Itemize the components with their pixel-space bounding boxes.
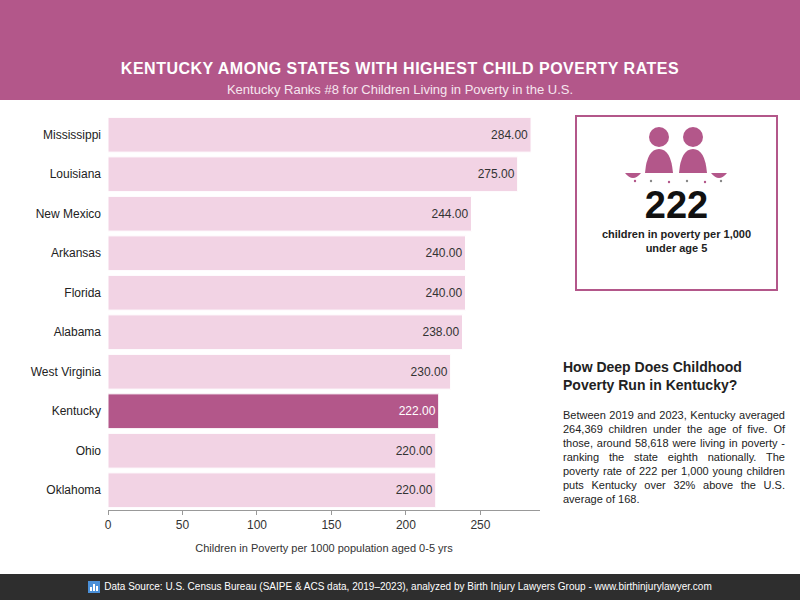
- svg-text:Arkansas: Arkansas: [51, 246, 101, 260]
- svg-text:238.00: 238.00: [423, 325, 460, 339]
- svg-text:Mississippi: Mississippi: [43, 128, 101, 142]
- svg-text:222.00: 222.00: [399, 404, 436, 418]
- html-text:KENTUCKY AMONG STATES WITH HIG: KENTUCKY AMONG STATES WITH HIGHEST CHILD…: [120, 60, 680, 77]
- svg-text:244.00: 244.00: [431, 207, 468, 221]
- svg-text:0: 0: [105, 518, 112, 532]
- svg-text:Ohio: Ohio: [76, 444, 102, 458]
- svg-text:West Virginia: West Virginia: [31, 365, 102, 379]
- svg-text:Louisiana: Louisiana: [50, 167, 102, 181]
- svg-text:220.00: 220.00: [396, 483, 433, 497]
- html-text:How Deep Does Childhood Povert: How Deep Does Childhood Poverty Run in K…: [563, 359, 742, 393]
- svg-text:Alabama: Alabama: [54, 325, 102, 339]
- svg-text:150: 150: [321, 518, 341, 532]
- svg-text:Children in Poverty per 1000 p: Children in Poverty per 1000 population …: [195, 542, 453, 554]
- svg-text:New Mexico: New Mexico: [36, 207, 102, 221]
- html-text:222: 222: [644, 184, 709, 226]
- svg-text:240.00: 240.00: [425, 286, 462, 300]
- svg-text:230.00: 230.00: [411, 365, 448, 379]
- svg-text:100: 100: [247, 518, 267, 532]
- html-text:children in poverty per 1,000: children in poverty per 1,000 under age …: [601, 228, 752, 254]
- svg-text:200: 200: [396, 518, 416, 532]
- svg-text:284.00: 284.00: [491, 128, 528, 142]
- html-text:Data Source: U.S. Census Burea: Data Source: U.S. Census Bureau (SAIPE &…: [104, 581, 712, 592]
- svg-text:Kentucky: Kentucky: [52, 404, 101, 418]
- svg-text:Oklahoma: Oklahoma: [46, 483, 101, 497]
- html-text:Kentucky Ranks #8 for Children: Kentucky Ranks #8 for Children Living in…: [226, 82, 574, 97]
- svg-text:250: 250: [470, 518, 490, 532]
- html-text:Between 2019 and 2023, Kentuck: Between 2019 and 2023, Kentucky averaged…: [563, 409, 785, 505]
- svg-text:50: 50: [176, 518, 190, 532]
- svg-text:240.00: 240.00: [425, 246, 462, 260]
- svg-text:220.00: 220.00: [396, 444, 433, 458]
- svg-text:Florida: Florida: [64, 286, 101, 300]
- svg-text:275.00: 275.00: [478, 167, 515, 181]
